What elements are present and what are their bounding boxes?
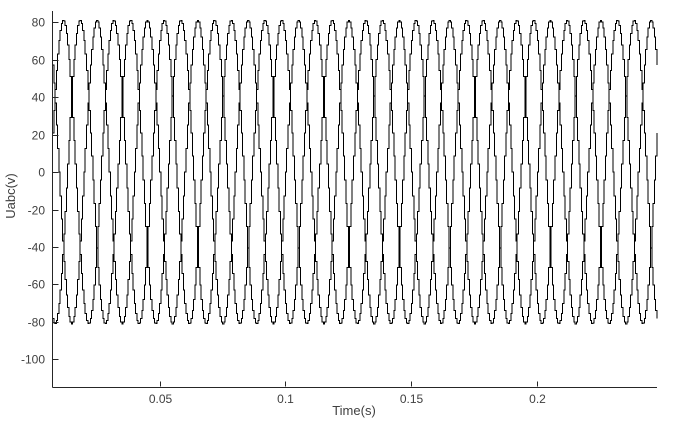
waveform-trace-phase-c [52, 20, 658, 325]
x-tick-label: 0.1 [277, 392, 294, 406]
y-tick-label: 0 [38, 166, 45, 180]
x-axis-label: Time(s) [332, 403, 376, 418]
y-tick-label: 80 [32, 16, 46, 30]
y-tick-label: -40 [28, 241, 46, 255]
y-tick-label: -20 [28, 204, 46, 218]
tick-labels: 80 60 40 20 0 -20 -40 -60 -80 -100 0.05 0.1 0.15 0.2 [21, 16, 546, 407]
y-tick-label: 60 [32, 54, 46, 68]
y-tick-label: 40 [32, 91, 46, 105]
y-tick-label: -80 [28, 316, 46, 330]
y-tick-label: -60 [28, 278, 46, 292]
y-tick-label: 20 [32, 129, 46, 143]
x-tick-label: 0.2 [529, 392, 546, 406]
x-tick-label: 0.05 [149, 392, 173, 406]
axes [52, 11, 657, 388]
waveform-trace-phase-a [52, 19, 658, 325]
waveform-trace-phase-b [52, 20, 658, 325]
y-tick-label: -100 [21, 353, 45, 367]
waveform-traces [52, 19, 658, 325]
x-tick-label: 0.15 [400, 392, 424, 406]
y-axis-label: Uabc(v) [3, 173, 18, 219]
